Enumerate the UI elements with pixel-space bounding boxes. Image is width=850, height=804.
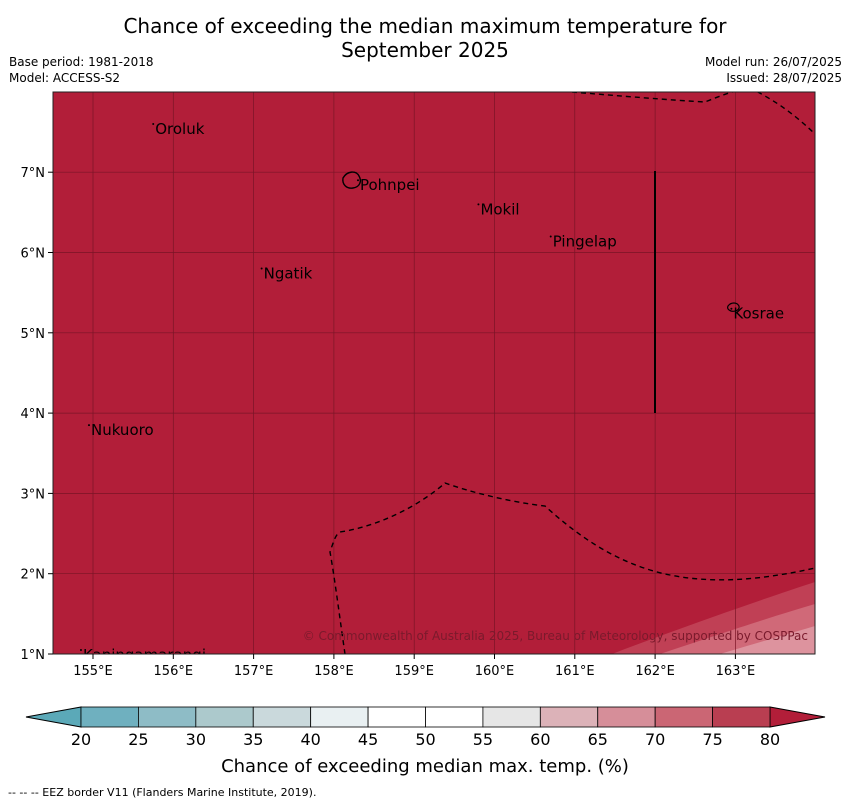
place-marker	[477, 203, 480, 206]
band-65	[720, 626, 815, 654]
place-label: Ngatik	[264, 265, 313, 283]
lat-tick-label: 5°N	[21, 327, 46, 342]
map-border	[52, 91, 816, 655]
lon-tick-label: 161°E	[555, 664, 595, 679]
colorbar-tick-label: 30	[186, 730, 206, 749]
place-marker	[79, 648, 82, 651]
colorbar-tick-label: 40	[300, 730, 320, 749]
base-period: Base period: 1981-2018	[9, 55, 154, 69]
lon-tick-label: 156°E	[154, 664, 194, 679]
model-name: Model: ACCESS-S2	[9, 71, 121, 85]
colorbar-swatch	[195, 706, 254, 728]
place-label: Pingelap	[553, 232, 617, 250]
place-marker	[730, 307, 733, 310]
footnote: -- -- -- EEZ border V11 (Flanders Marine…	[8, 786, 317, 799]
place-label: Oroluk	[155, 120, 204, 138]
lat-tick-label: 4°N	[21, 407, 46, 422]
colorbar: 20 25 30 35 40 45 50 55 60 65 70 75 80	[25, 706, 826, 749]
place-marker	[152, 123, 155, 126]
place-label: Pohnpei	[360, 176, 420, 194]
issued-date: Issued: 28/07/2025	[726, 71, 842, 85]
colorbar-tick-label: 35	[243, 730, 263, 749]
place-marker	[260, 267, 263, 270]
colorbar-swatch	[654, 706, 713, 728]
map-area	[53, 92, 815, 654]
colorbar-tick-label: 55	[473, 730, 493, 749]
meta-right: Model run: 26/07/2025 Issued: 28/07/2025	[705, 54, 842, 86]
lon-tick-label: 163°E	[716, 664, 756, 679]
title-line-2: September 2025	[341, 38, 509, 62]
colorbar-tick-label: 60	[530, 730, 550, 749]
lon-tick-label: 162°E	[635, 664, 675, 679]
lat-tick-label: 6°N	[21, 247, 46, 262]
lon-tick-label: 160°E	[475, 664, 515, 679]
place-label: Mokil	[480, 200, 519, 218]
meta-left: Base period: 1981-2018 Model: ACCESS-S2	[9, 54, 154, 86]
colorbar-tick-label: 75	[702, 730, 722, 749]
colorbar-swatch	[482, 706, 541, 728]
lat-tick-label: 2°N	[21, 568, 46, 583]
lon-tick-label: 157°E	[234, 664, 274, 679]
title-line-1: Chance of exceeding the median maximum t…	[123, 14, 727, 38]
colorbar-swatch	[310, 706, 369, 728]
kosrae-island	[727, 302, 740, 312]
place-marker	[356, 179, 359, 182]
lat-tick-label: 7°N	[21, 166, 46, 181]
colorbar-tick-label: 45	[358, 730, 378, 749]
lon-tick-label: 158°E	[314, 664, 354, 679]
place-marker	[87, 424, 90, 427]
model-run: Model run: 26/07/2025	[704, 55, 842, 69]
pohnpei-island	[342, 171, 362, 189]
place-marker	[549, 235, 552, 238]
colorbar-tick-label: 70	[645, 730, 665, 749]
colorbar-swatch	[597, 706, 656, 728]
colorbar-swatch	[80, 706, 139, 728]
lon-tick-label: 159°E	[394, 664, 434, 679]
colorbar-tick-label: 65	[588, 730, 608, 749]
colorbar-tick-label: 20	[71, 730, 91, 749]
colorbar-swatch	[712, 706, 771, 728]
colorbar-over-arrow	[769, 706, 826, 728]
colorbar-tick-label: 50	[415, 730, 435, 749]
copyright-note: © Commonwealth of Australia 2025, Bureau…	[303, 629, 808, 643]
colorbar-under-arrow	[25, 706, 82, 728]
lat-tick-label: 3°N	[21, 487, 46, 502]
colorbar-swatch	[252, 706, 312, 728]
colorbar-tick-label: 80	[760, 730, 780, 749]
eez-border	[329, 92, 815, 654]
lat-tick-label: 1°N	[21, 648, 46, 663]
colorbar-swatch	[367, 706, 426, 728]
colorbar-swatch	[539, 706, 599, 728]
place-label: Kapingamarangi	[83, 646, 206, 664]
colorbar-tick-label: 25	[128, 730, 148, 749]
colorbar-swatch	[138, 706, 197, 728]
place-label: Nukuoro	[91, 421, 154, 439]
place-label: Kosrae	[733, 305, 784, 323]
colorbar-swatch	[425, 706, 484, 728]
colorbar-label: Chance of exceeding median max. temp. (%…	[221, 756, 629, 777]
lon-tick-label: 155°E	[73, 664, 113, 679]
